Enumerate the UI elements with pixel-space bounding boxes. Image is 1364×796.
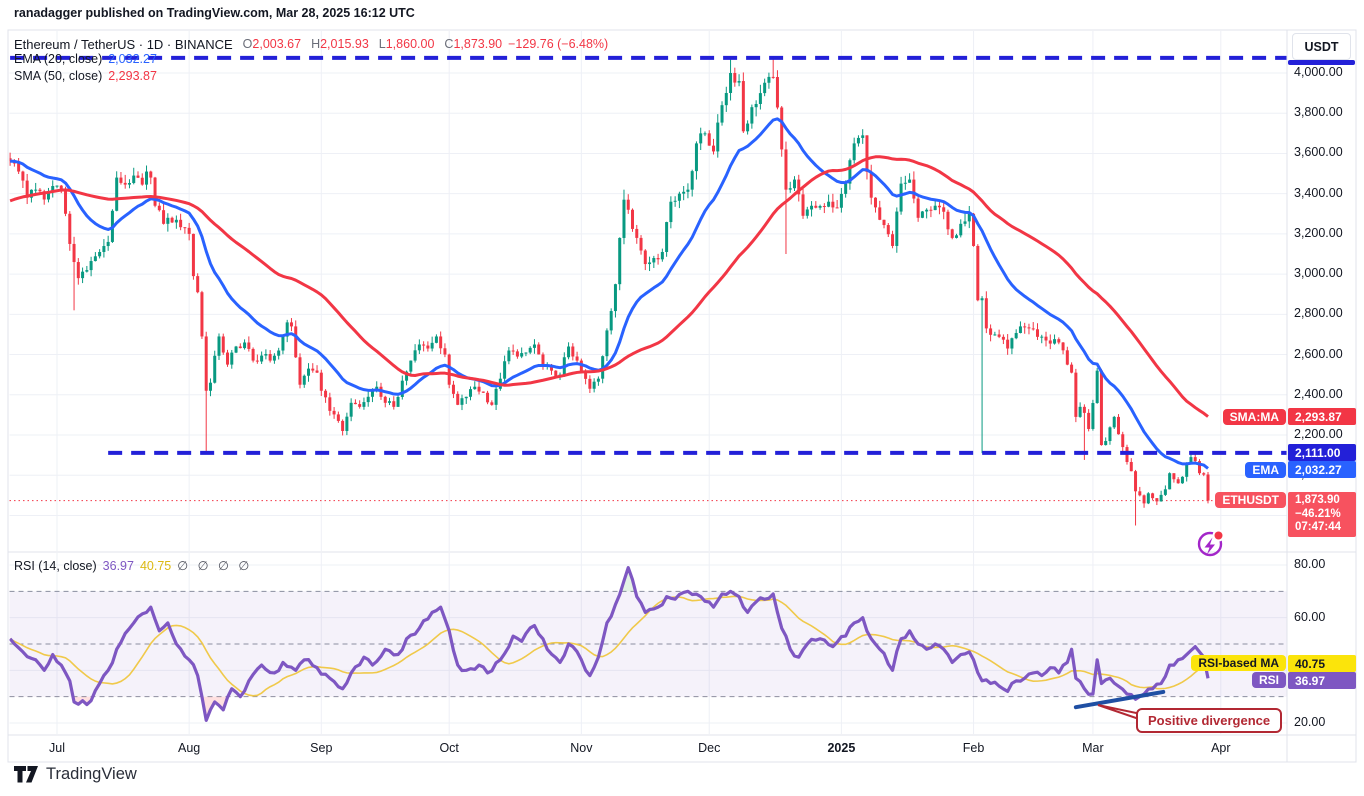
currency-button[interactable]: USDT (1292, 33, 1351, 60)
ohlc-low-value: 1,860.00 (385, 37, 435, 51)
sma-legend-row[interactable]: SMA (50, close) 2,293.87 (14, 69, 157, 83)
rsi-value-badge: 36.97 (1288, 672, 1356, 689)
rsi-ma-label-badge: RSI-based MA (1191, 655, 1286, 671)
bar-countdown: 07:47:44 (1295, 521, 1342, 533)
symbol-label-badge: ETHUSDT (1215, 492, 1286, 508)
ohlc-close-value: 1,873.90 (453, 37, 503, 51)
ohlc-low-key: L (378, 37, 386, 51)
ema-legend-label: EMA (20, close) (14, 52, 103, 66)
publisher-note: ranadagger published on TradingView.com,… (14, 6, 415, 20)
ohlc-high-value: 2,015.93 (320, 37, 369, 51)
tradingview-glyph (14, 766, 38, 783)
time-axis-label: Sep (310, 741, 333, 755)
ema-value-badge: 2,032.27 (1288, 461, 1356, 478)
ohlc-high-key: H (311, 37, 321, 51)
rsi-legend-value: 36.97 (102, 558, 134, 573)
time-axis-label: Apr (1211, 741, 1231, 755)
lightning-icon[interactable] (1192, 525, 1228, 561)
sma-label-badge: SMA:MA (1222, 409, 1286, 425)
price-axis-label: 2,800.00 (1294, 306, 1343, 321)
rsi-axis-label: 20.00 (1294, 714, 1326, 729)
sma-legend-label: SMA (50, close) (14, 69, 103, 83)
rsi-ma-legend-value: 40.75 (139, 558, 172, 573)
time-axis-label: 2025 (827, 741, 856, 755)
rsi-label-badge: RSI (1251, 672, 1286, 688)
time-axis-label: Mar (1082, 741, 1104, 755)
positive-divergence-callout[interactable]: Positive divergence (1136, 708, 1283, 733)
ema-legend-row[interactable]: EMA (20, close) 2,032.27 (14, 52, 157, 66)
time-axis-label: Oct (439, 741, 459, 755)
rsi-empty-slots: ∅ ∅ ∅ ∅ (177, 559, 253, 573)
price-axis-label: 4,000.00 (1294, 65, 1343, 79)
price-axis-label: 3,000.00 (1294, 266, 1343, 281)
time-axis-label: Jul (49, 741, 65, 755)
last-price-change: −46.21% (1295, 507, 1341, 520)
tradingview-wordmark: TradingView (46, 765, 137, 783)
ohlc-open-key: O (242, 37, 253, 51)
ohlc-open-value: 2,003.67 (252, 37, 302, 51)
price-axis-label: 2,200.00 (1294, 426, 1343, 441)
symbol-title: Ethereum / TetherUS · 1D · BINANCE (14, 36, 233, 52)
price-axis-label: 2,600.00 (1294, 346, 1343, 361)
price-axis-label: 3,400.00 (1294, 185, 1343, 200)
sma-value-badge: 2,293.87 (1288, 408, 1356, 425)
rsi-ma-value-badge: 40.75 (1288, 655, 1356, 672)
tradingview-logo[interactable]: TradingView (14, 765, 137, 784)
ohlc-change: −129.76 (−6.48%) (508, 37, 609, 51)
time-axis-label: Dec (698, 741, 721, 755)
time-axis-label: Feb (962, 741, 985, 755)
rsi-legend-label: RSI (14, close) (14, 558, 97, 573)
ohlc-close-key: C (444, 37, 454, 51)
ema-legend-value: 2,032.27 (108, 52, 157, 66)
price-axis-label: 3,800.00 (1294, 105, 1343, 120)
time-axis-label: Aug (178, 741, 201, 755)
price-axis-label: 3,600.00 (1294, 145, 1343, 160)
rsi-axis-label: 60.00 (1294, 609, 1326, 624)
price-axis-label: 2,400.00 (1294, 386, 1343, 401)
resistance-axis-label-bar (1288, 60, 1355, 65)
support-value-badge: 2,111.00 (1288, 444, 1356, 461)
last-price-value: 1,873.90 (1295, 494, 1340, 506)
sma-legend-value: 2,293.87 (108, 69, 157, 83)
rsi-legend-row[interactable]: RSI (14, close) 36.97 40.75 ∅ ∅ ∅ ∅ (14, 558, 253, 574)
price-axis-label: 3,200.00 (1294, 225, 1343, 240)
time-axis-label: Nov (570, 741, 593, 755)
last-price-badge: 1,873.90 −46.21% 07:47:44 (1288, 492, 1356, 537)
rsi-axis-label: 80.00 (1294, 557, 1326, 571)
symbol-legend-row[interactable]: Ethereum / TetherUS · 1D · BINANCE O2,00… (14, 35, 608, 53)
ema-label-badge: EMA (1245, 462, 1286, 478)
